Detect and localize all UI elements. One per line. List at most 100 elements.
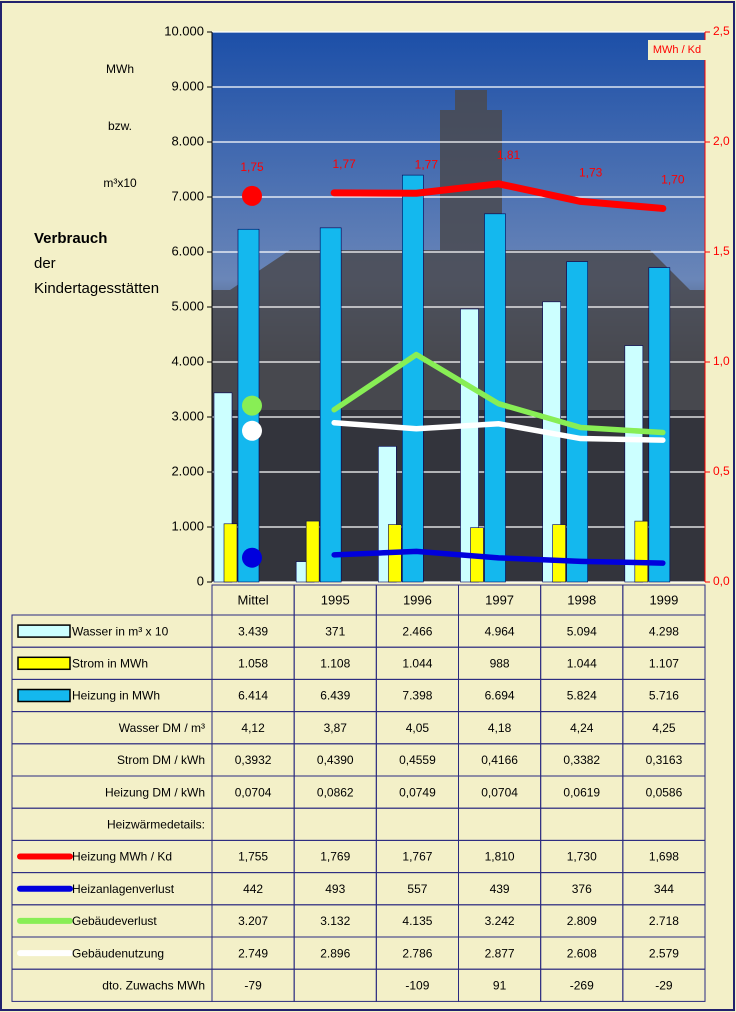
y-tick-label: 0: [197, 573, 204, 588]
bar: [460, 308, 479, 583]
data-label: 1,73: [579, 166, 603, 180]
y-tick-label: 10.000: [164, 23, 204, 38]
cell-text: 6.694: [485, 689, 515, 703]
mean-dot: [242, 395, 262, 416]
cell-text: 1.044: [567, 656, 597, 670]
cell-text: 0,3163: [646, 753, 683, 767]
row-label: Wasser DM / m³: [119, 721, 205, 735]
cell-text: 0,3382: [563, 753, 600, 767]
y-tick-label: 7.000: [171, 188, 204, 203]
row-label: Strom DM / kWh: [117, 753, 205, 767]
cell-text: 0,0862: [317, 785, 354, 799]
y-tick-label: 4.000: [171, 353, 204, 368]
cell-text: 4,05: [406, 721, 430, 735]
cell-text: 0,0586: [646, 785, 683, 799]
data-label: 1,81: [497, 148, 521, 162]
y-tick-label: 6.000: [171, 243, 204, 258]
side-title: Kindertagesstätten: [34, 280, 159, 297]
cell-text: 0,4166: [481, 753, 518, 767]
x-tick-label: 1996: [403, 592, 432, 607]
x-tick-label: 1997: [485, 592, 514, 607]
cell-text: 557: [407, 882, 427, 896]
cell-text: 4,25: [652, 721, 676, 735]
cell-text: 1.044: [402, 656, 432, 670]
cell-text: 439: [490, 882, 510, 896]
cell-text: 3.132: [320, 914, 350, 928]
cell-text: 1,730: [567, 850, 597, 864]
cell-text: 4,18: [488, 721, 512, 735]
line: [331, 419, 666, 443]
plot: 0 1.000 2.000 3.000 4.000 5.000 6.000 7.000 8.00…: [34, 23, 730, 588]
cell-text: 4.298: [649, 624, 679, 638]
cell-text: 4.135: [402, 914, 432, 928]
y-tick-label: 9.000: [171, 78, 204, 93]
cell-text: 2.466: [402, 624, 432, 638]
y-axis-label: m³x10: [103, 176, 137, 190]
cell-text: 344: [654, 882, 674, 896]
line: [331, 351, 666, 436]
cell-text: 2.877: [485, 946, 515, 960]
legend-swatch: [17, 656, 71, 671]
cell-text: 2.718: [649, 914, 679, 928]
cell-text: 376: [572, 882, 592, 896]
y-tick-label: 2.000: [171, 463, 204, 478]
cell-text: 7.398: [402, 689, 432, 703]
y-tick-label: 5.000: [171, 298, 204, 313]
y-axis-label: MWh: [106, 62, 134, 76]
x-tick-label: 1998: [567, 592, 596, 607]
cell-text: 493: [325, 882, 345, 896]
cell-text: 0,3932: [235, 753, 272, 767]
cell-text: 1.107: [649, 656, 679, 670]
bar: [402, 174, 424, 583]
cell-text: 0,4559: [399, 753, 436, 767]
side-title: der: [34, 255, 56, 272]
cell-text: 2.749: [238, 946, 268, 960]
side-title: Verbrauch: [34, 230, 107, 247]
cell-text: 3.242: [485, 914, 515, 928]
cell-text: 1,810: [485, 850, 515, 864]
cell-text: 988: [490, 656, 510, 670]
data-table: Mittel 1995 1996 1997 1998 1999 Wasser in m³ x…: [11, 584, 706, 1002]
y2-axis-label: MWh / Kd: [653, 44, 701, 56]
data-label: 1,70: [661, 173, 685, 187]
y-tick-label: 8.000: [171, 133, 204, 148]
cell-text: 4,24: [570, 721, 594, 735]
bar: [542, 301, 561, 583]
cell-text: 4,12: [241, 721, 265, 735]
legend-label: Heizanlagenverlust: [72, 882, 175, 896]
cell-text: 2.579: [649, 946, 679, 960]
x-tick-label: 1995: [321, 592, 350, 607]
cell-text: 3.439: [238, 624, 268, 638]
cell-text: 6.439: [320, 689, 350, 703]
legend-swatch: [17, 688, 71, 703]
cell-text: 0,0749: [399, 785, 436, 799]
y2-tick-label: 0,0: [713, 574, 730, 588]
cell-text: 0,4390: [317, 753, 354, 767]
legend-label: Heizung MWh / Kd: [72, 850, 172, 864]
legend-label: Gebäudenutzung: [72, 946, 164, 960]
line: [330, 180, 667, 212]
cell-text: 0,0619: [563, 785, 600, 799]
cell-text: 1,755: [238, 850, 268, 864]
cell-text: 0,0704: [235, 785, 272, 799]
data-label: 1,75: [240, 160, 264, 174]
data-label: 1,77: [332, 157, 356, 171]
y-tick-label: 3.000: [171, 408, 204, 423]
y2-tick-label: 2,5: [713, 24, 730, 38]
cell-text: 3.207: [238, 914, 268, 928]
legend-label: Strom in MWh: [72, 656, 148, 670]
row-label: Heizwärmedetails:: [107, 817, 205, 831]
cell-text: 2.786: [402, 946, 432, 960]
legend-label: Wasser in m³ x 10: [72, 624, 169, 638]
bar: [305, 520, 320, 583]
cell-text: 1,769: [320, 850, 350, 864]
row-label: dto. Zuwachs MWh: [102, 978, 205, 992]
x-tick-label: Mittel: [238, 592, 269, 607]
cell-text: 5.824: [567, 689, 597, 703]
legend-swatch: [17, 624, 71, 638]
cell-text: 91: [493, 978, 507, 992]
cell-text: 1,767: [402, 850, 432, 864]
cell-text: 371: [325, 624, 345, 638]
x-tick-label: 1999: [649, 592, 678, 607]
